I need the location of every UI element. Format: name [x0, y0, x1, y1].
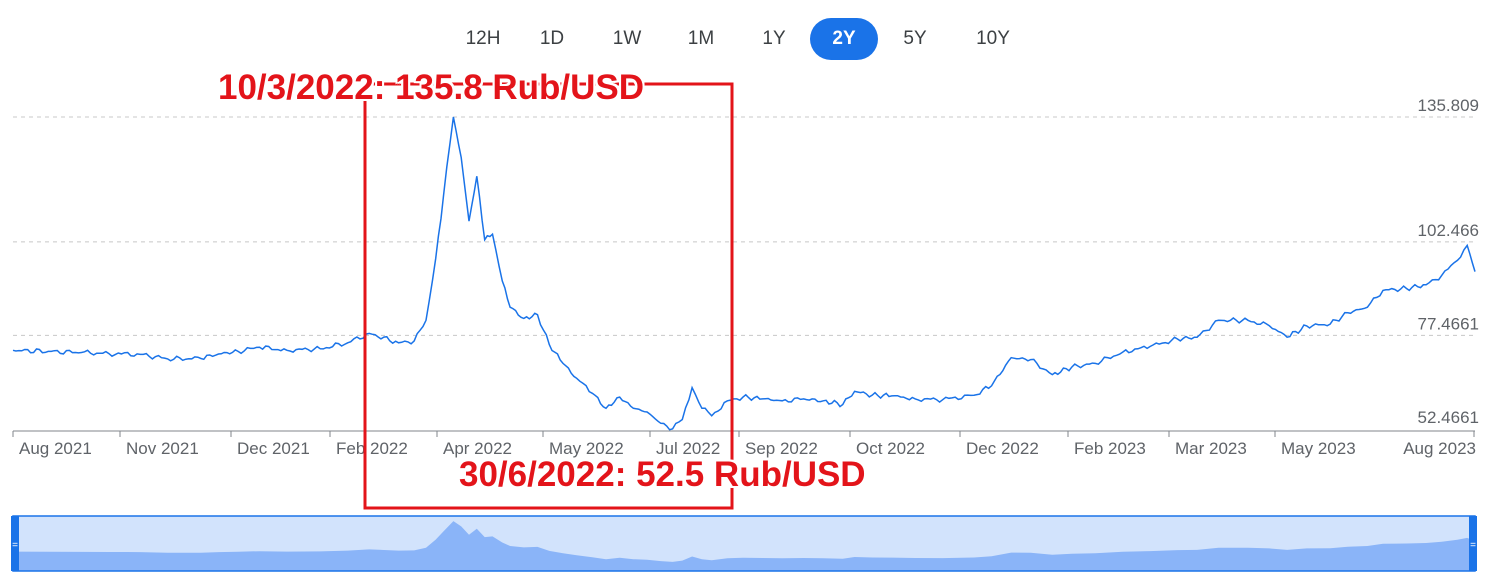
x-tick-label: Feb 2022 — [336, 439, 408, 458]
navigator-right-handle[interactable] — [1469, 516, 1477, 571]
trough-annotation: 30/6/2022: 52.5 Rub/USD — [459, 455, 866, 494]
tab-1w[interactable]: 1W — [612, 28, 642, 49]
tab-1d[interactable]: 1D — [539, 28, 565, 49]
y-tick-label: 52.4661 — [1418, 408, 1479, 427]
range-navigator[interactable]: = = — [11, 515, 1477, 572]
x-tick-label: Oct 2022 — [856, 439, 925, 458]
x-tick-label: May 2023 — [1281, 439, 1356, 458]
x-tick-label: Nov 2021 — [126, 439, 199, 458]
navigator-area — [13, 521, 1475, 571]
x-tick-label: Aug 2023 — [1403, 439, 1476, 458]
tab-1y[interactable]: 1Y — [762, 28, 786, 49]
x-tick-label: Aug 2021 — [19, 439, 92, 458]
chart-gridlines — [13, 116, 1475, 336]
tab-2y[interactable]: 2Y — [810, 18, 878, 60]
y-tick-label: 135.809 — [1418, 96, 1479, 115]
x-tick-label: Sep 2022 — [745, 439, 818, 458]
range-selector: 12H 1D 1W 1M 1Y 2Y 5Y 10Y — [452, 18, 1034, 60]
navigator-right-grip: = — [1470, 540, 1476, 551]
y-tick-label: 102.466 — [1418, 221, 1479, 240]
tab-10y[interactable]: 10Y — [976, 28, 1010, 49]
y-axis-labels: 135.809 102.466 77.4661 52.4661 — [1418, 96, 1479, 427]
y-tick-label: 77.4661 — [1418, 314, 1479, 333]
peak-annotation: 10/3/2022: 135.8 Rub/USD — [218, 68, 645, 107]
navigator-left-handle[interactable] — [11, 516, 19, 571]
x-tick-label: Apr 2022 — [443, 439, 512, 458]
series-line — [12, 116, 1476, 431]
x-axis: Aug 2021 Nov 2021 Dec 2021 Feb 2022 Apr 2022… — [12, 430, 1476, 458]
x-tick-label: Mar 2023 — [1175, 439, 1247, 458]
x-tick-label: Dec 2021 — [237, 439, 310, 458]
tab-1m[interactable]: 1M — [687, 28, 715, 49]
x-tick-label: Feb 2023 — [1074, 439, 1146, 458]
x-tick-label: May 2022 — [549, 439, 624, 458]
tab-5y[interactable]: 5Y — [903, 28, 927, 49]
x-tick-label: Dec 2022 — [966, 439, 1039, 458]
navigator-left-grip: = — [12, 540, 18, 551]
x-tick-label: Jul 2022 — [656, 439, 720, 458]
tab-12h[interactable]: 12H — [465, 28, 501, 49]
highlight-box — [363, 82, 734, 510]
